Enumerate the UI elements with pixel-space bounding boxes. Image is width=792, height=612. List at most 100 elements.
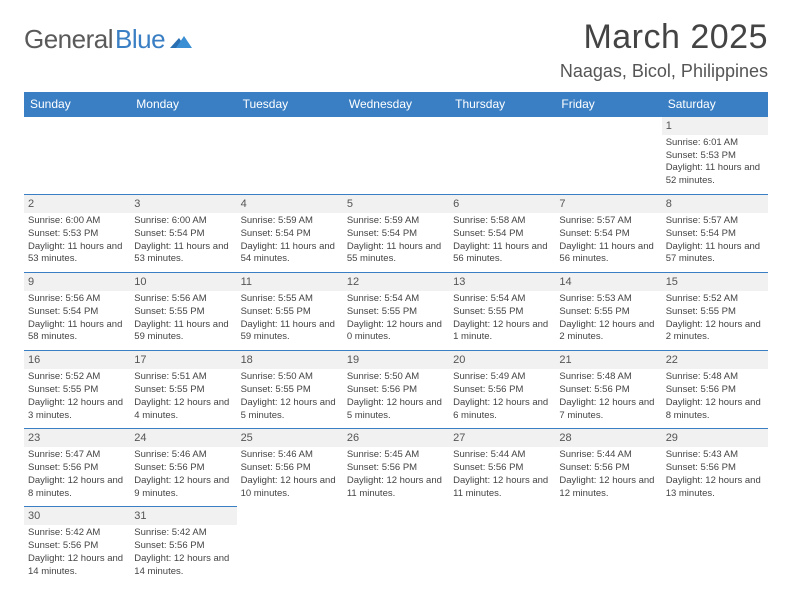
calendar-cell [237, 117, 343, 195]
sunrise-text: Sunrise: 5:52 AM [666, 293, 764, 306]
day-number: 14 [555, 273, 661, 291]
daylight-text: Daylight: 12 hours and 2 minutes. [559, 319, 657, 345]
daylight-text: Daylight: 11 hours and 52 minutes. [666, 162, 764, 188]
logo-text-2: Blue [115, 24, 165, 55]
sunset-text: Sunset: 5:54 PM [241, 228, 339, 241]
day-number: 6 [449, 195, 555, 213]
daylight-text: Daylight: 11 hours and 57 minutes. [666, 241, 764, 267]
daylight-text: Daylight: 12 hours and 4 minutes. [134, 397, 232, 423]
sunrise-text: Sunrise: 6:00 AM [28, 215, 126, 228]
sunset-text: Sunset: 5:56 PM [666, 462, 764, 475]
sunset-text: Sunset: 5:53 PM [666, 150, 764, 163]
sunrise-text: Sunrise: 5:59 AM [347, 215, 445, 228]
sunset-text: Sunset: 5:54 PM [347, 228, 445, 241]
sunset-text: Sunset: 5:55 PM [134, 306, 232, 319]
day-number: 3 [130, 195, 236, 213]
sunrise-text: Sunrise: 5:54 AM [347, 293, 445, 306]
sunset-text: Sunset: 5:56 PM [559, 462, 657, 475]
calendar-cell [662, 507, 768, 585]
calendar-row: 9Sunrise: 5:56 AMSunset: 5:54 PMDaylight… [24, 273, 768, 351]
calendar-cell: 5Sunrise: 5:59 AMSunset: 5:54 PMDaylight… [343, 195, 449, 273]
sunset-text: Sunset: 5:56 PM [134, 462, 232, 475]
daylight-text: Daylight: 11 hours and 53 minutes. [28, 241, 126, 267]
day-number: 21 [555, 351, 661, 369]
daylight-text: Daylight: 11 hours and 59 minutes. [134, 319, 232, 345]
sunrise-text: Sunrise: 5:49 AM [453, 371, 551, 384]
weekday-header: Wednesday [343, 92, 449, 117]
daylight-text: Daylight: 11 hours and 56 minutes. [453, 241, 551, 267]
sunrise-text: Sunrise: 5:56 AM [28, 293, 126, 306]
daylight-text: Daylight: 12 hours and 6 minutes. [453, 397, 551, 423]
daylight-text: Daylight: 12 hours and 11 minutes. [453, 475, 551, 501]
calendar-row: 1Sunrise: 6:01 AMSunset: 5:53 PMDaylight… [24, 117, 768, 195]
day-number: 13 [449, 273, 555, 291]
day-number: 22 [662, 351, 768, 369]
day-number: 24 [130, 429, 236, 447]
daylight-text: Daylight: 12 hours and 8 minutes. [28, 475, 126, 501]
weekday-header: Thursday [449, 92, 555, 117]
calendar-cell: 7Sunrise: 5:57 AMSunset: 5:54 PMDaylight… [555, 195, 661, 273]
calendar-cell [343, 117, 449, 195]
day-number: 8 [662, 195, 768, 213]
calendar-cell [237, 507, 343, 585]
calendar-cell: 3Sunrise: 6:00 AMSunset: 5:54 PMDaylight… [130, 195, 236, 273]
sunset-text: Sunset: 5:55 PM [134, 384, 232, 397]
sunrise-text: Sunrise: 5:50 AM [241, 371, 339, 384]
calendar-cell [555, 117, 661, 195]
calendar-cell: 13Sunrise: 5:54 AMSunset: 5:55 PMDayligh… [449, 273, 555, 351]
day-number: 9 [24, 273, 130, 291]
calendar-cell: 23Sunrise: 5:47 AMSunset: 5:56 PMDayligh… [24, 429, 130, 507]
calendar-cell [555, 507, 661, 585]
sunset-text: Sunset: 5:55 PM [241, 384, 339, 397]
sunrise-text: Sunrise: 5:50 AM [347, 371, 445, 384]
calendar-cell: 15Sunrise: 5:52 AMSunset: 5:55 PMDayligh… [662, 273, 768, 351]
daylight-text: Daylight: 11 hours and 55 minutes. [347, 241, 445, 267]
day-number: 27 [449, 429, 555, 447]
title-block: March 2025 Naagas, Bicol, Philippines [560, 18, 768, 82]
sunrise-text: Sunrise: 5:59 AM [241, 215, 339, 228]
flag-icon [170, 30, 192, 53]
daylight-text: Daylight: 11 hours and 56 minutes. [559, 241, 657, 267]
daylight-text: Daylight: 12 hours and 12 minutes. [559, 475, 657, 501]
calendar-cell: 22Sunrise: 5:48 AMSunset: 5:56 PMDayligh… [662, 351, 768, 429]
day-number: 29 [662, 429, 768, 447]
sunset-text: Sunset: 5:55 PM [28, 384, 126, 397]
day-number: 16 [24, 351, 130, 369]
sunset-text: Sunset: 5:56 PM [347, 462, 445, 475]
weekday-header: Saturday [662, 92, 768, 117]
daylight-text: Daylight: 12 hours and 1 minute. [453, 319, 551, 345]
sunrise-text: Sunrise: 5:48 AM [559, 371, 657, 384]
sunset-text: Sunset: 5:56 PM [28, 462, 126, 475]
sunset-text: Sunset: 5:53 PM [28, 228, 126, 241]
logo: General Blue [24, 24, 192, 55]
day-number: 23 [24, 429, 130, 447]
daylight-text: Daylight: 12 hours and 14 minutes. [28, 553, 126, 579]
sunset-text: Sunset: 5:54 PM [453, 228, 551, 241]
daylight-text: Daylight: 12 hours and 5 minutes. [347, 397, 445, 423]
calendar-cell: 26Sunrise: 5:45 AMSunset: 5:56 PMDayligh… [343, 429, 449, 507]
daylight-text: Daylight: 12 hours and 11 minutes. [347, 475, 445, 501]
calendar-cell: 9Sunrise: 5:56 AMSunset: 5:54 PMDaylight… [24, 273, 130, 351]
calendar-cell: 4Sunrise: 5:59 AMSunset: 5:54 PMDaylight… [237, 195, 343, 273]
sunset-text: Sunset: 5:55 PM [241, 306, 339, 319]
daylight-text: Daylight: 12 hours and 13 minutes. [666, 475, 764, 501]
calendar-cell [449, 117, 555, 195]
calendar-cell: 20Sunrise: 5:49 AMSunset: 5:56 PMDayligh… [449, 351, 555, 429]
daylight-text: Daylight: 12 hours and 9 minutes. [134, 475, 232, 501]
day-number: 11 [237, 273, 343, 291]
weekday-header-row: SundayMondayTuesdayWednesdayThursdayFrid… [24, 92, 768, 117]
daylight-text: Daylight: 12 hours and 0 minutes. [347, 319, 445, 345]
calendar-cell [130, 117, 236, 195]
sunset-text: Sunset: 5:55 PM [559, 306, 657, 319]
month-title: March 2025 [560, 18, 768, 57]
calendar-row: 30Sunrise: 5:42 AMSunset: 5:56 PMDayligh… [24, 507, 768, 585]
sunset-text: Sunset: 5:54 PM [559, 228, 657, 241]
daylight-text: Daylight: 12 hours and 10 minutes. [241, 475, 339, 501]
sunrise-text: Sunrise: 5:44 AM [559, 449, 657, 462]
daylight-text: Daylight: 12 hours and 5 minutes. [241, 397, 339, 423]
sunset-text: Sunset: 5:54 PM [134, 228, 232, 241]
calendar-cell: 6Sunrise: 5:58 AMSunset: 5:54 PMDaylight… [449, 195, 555, 273]
sunrise-text: Sunrise: 5:51 AM [134, 371, 232, 384]
calendar-cell: 18Sunrise: 5:50 AMSunset: 5:55 PMDayligh… [237, 351, 343, 429]
calendar-row: 23Sunrise: 5:47 AMSunset: 5:56 PMDayligh… [24, 429, 768, 507]
